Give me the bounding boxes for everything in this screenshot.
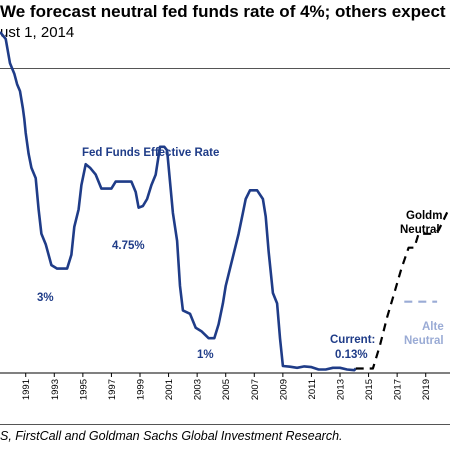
- bottom-rule: [0, 424, 450, 425]
- x-tick-label: 1991: [21, 379, 32, 400]
- x-tick-label: 2009: [278, 379, 289, 400]
- top-rule: [0, 68, 450, 69]
- series-lines: [0, 31, 450, 372]
- annotation-goldman-2: Neutral: [400, 224, 440, 236]
- x-tick-label: 1999: [136, 379, 147, 400]
- x-tick-label: 1993: [50, 379, 61, 400]
- source-note: S, FirstCall and Goldman Sachs Global In…: [0, 429, 343, 443]
- x-tick-label: 2013: [336, 379, 347, 400]
- x-tick-label: 2011: [307, 379, 318, 399]
- annotation-current-value: 0.13%: [335, 349, 368, 361]
- x-tick-label: 2007: [250, 379, 261, 400]
- fed-funds-line: [0, 31, 357, 372]
- x-tick-label: 2005: [221, 379, 232, 400]
- x-tick-label: 2019: [421, 379, 432, 400]
- x-tick-label: 1997: [107, 379, 118, 400]
- series-label: Fed Funds Effective Rate: [82, 147, 219, 159]
- annotation-alternative-2: Neutral: [404, 335, 444, 347]
- goldman-forecast-line: [355, 208, 450, 370]
- x-tick-label: 2017: [393, 379, 404, 400]
- x-tick-label: 2003: [193, 379, 204, 400]
- annotation-alternative-1: Alte: [422, 321, 444, 333]
- annotation-3: 3%: [37, 292, 54, 304]
- chart-title: We forecast neutral fed funds rate of 4%…: [0, 2, 450, 21]
- x-tick-label: 1995: [78, 379, 89, 400]
- x-tick-label: 2001: [164, 379, 175, 400]
- annotation-current: Current:: [330, 334, 375, 346]
- chart-subtitle: ust 1, 2014: [0, 24, 75, 41]
- annotation-4-75: 4.75%: [112, 240, 145, 252]
- x-axis-ticks: 1991 1993 1995 1997 1999 2001 2003 2005 2007 2009…: [21, 373, 432, 400]
- x-tick-label: 2015: [364, 379, 375, 400]
- annotation-goldman-1: Goldm: [406, 210, 442, 222]
- annotation-1: 1%: [197, 349, 214, 361]
